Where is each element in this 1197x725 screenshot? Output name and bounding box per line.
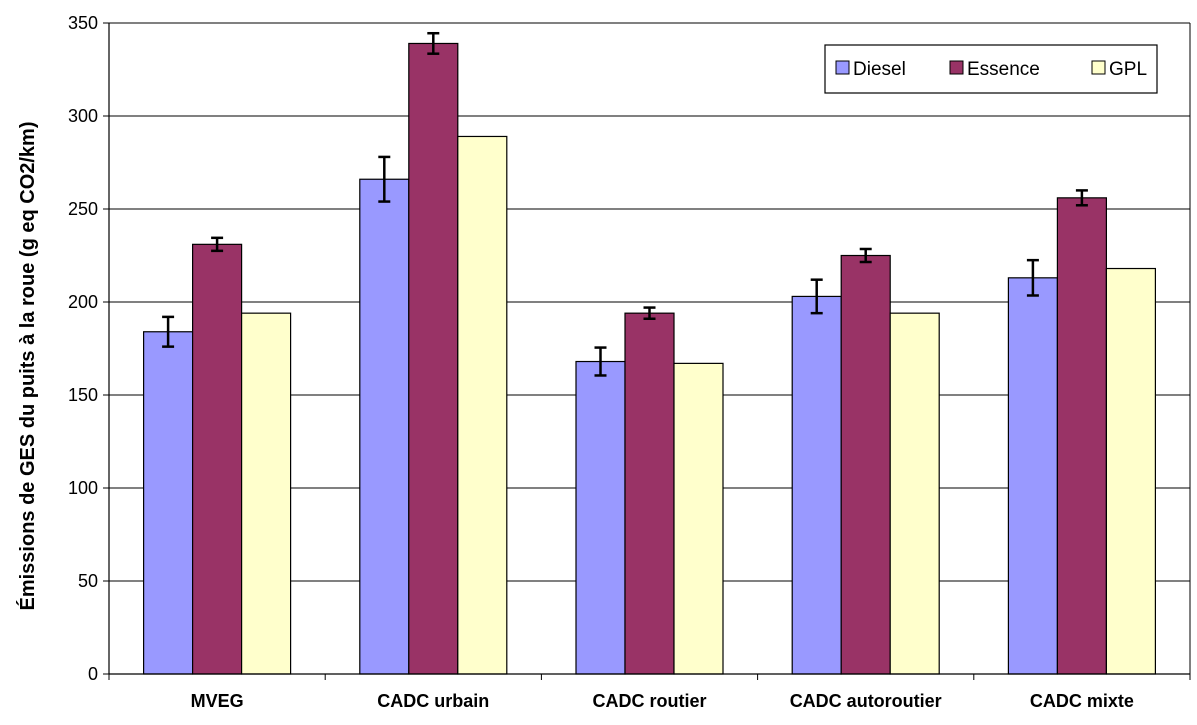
- x-category-label: CADC urbain: [377, 691, 489, 711]
- y-tick-label: 200: [68, 292, 98, 312]
- bar-gpl: [241, 312, 292, 675]
- bar-diesel: [143, 331, 194, 675]
- bar-gpl: [889, 312, 940, 675]
- x-category-label: MVEG: [191, 691, 244, 711]
- legend-label-gpl: GPL: [1109, 59, 1147, 80]
- bar-essence: [624, 312, 675, 675]
- bar-diesel: [791, 295, 842, 675]
- axes: [108, 22, 1191, 680]
- x-category-labels: MVEG CADC urbain CADC routier CADC autorout…: [191, 691, 1134, 711]
- bar-essence: [192, 243, 243, 675]
- y-axis-title: Émissions de GES du puits à la roue (g e…: [16, 122, 39, 611]
- bars: [143, 42, 1157, 675]
- legend-label-essence: Essence: [967, 59, 1040, 80]
- bar-essence: [1056, 197, 1108, 675]
- bar-gpl: [457, 135, 508, 675]
- bar-diesel: [1007, 277, 1059, 675]
- y-tick-label: 150: [68, 385, 98, 405]
- legend-swatch-diesel: [835, 60, 850, 75]
- bar-diesel: [575, 360, 626, 675]
- y-tick-labels: 0 50 100 150 200 250 300 350: [68, 13, 109, 684]
- x-category-label: CADC mixte: [1030, 691, 1134, 711]
- y-tick-label: 50: [78, 571, 98, 591]
- legend: Diesel Essence GPL: [824, 44, 1158, 94]
- bar-gpl: [1105, 267, 1157, 675]
- legend-label-diesel: Diesel: [853, 59, 906, 80]
- y-tick-label: 350: [68, 13, 98, 33]
- legend-swatch-gpl: [1091, 60, 1106, 75]
- y-tick-label: 300: [68, 106, 98, 126]
- error-bars: [162, 31, 1088, 377]
- x-category-label: CADC routier: [592, 691, 706, 711]
- x-category-label: CADC autoroutier: [790, 691, 942, 711]
- bar-diesel: [359, 178, 410, 675]
- bar-essence: [408, 42, 459, 675]
- bar-essence: [840, 254, 891, 675]
- y-tick-label: 100: [68, 478, 98, 498]
- bar-gpl: [673, 362, 724, 675]
- y-tick-label: 0: [88, 664, 98, 684]
- legend-swatch-essence: [949, 60, 964, 75]
- y-tick-label: 250: [68, 199, 98, 219]
